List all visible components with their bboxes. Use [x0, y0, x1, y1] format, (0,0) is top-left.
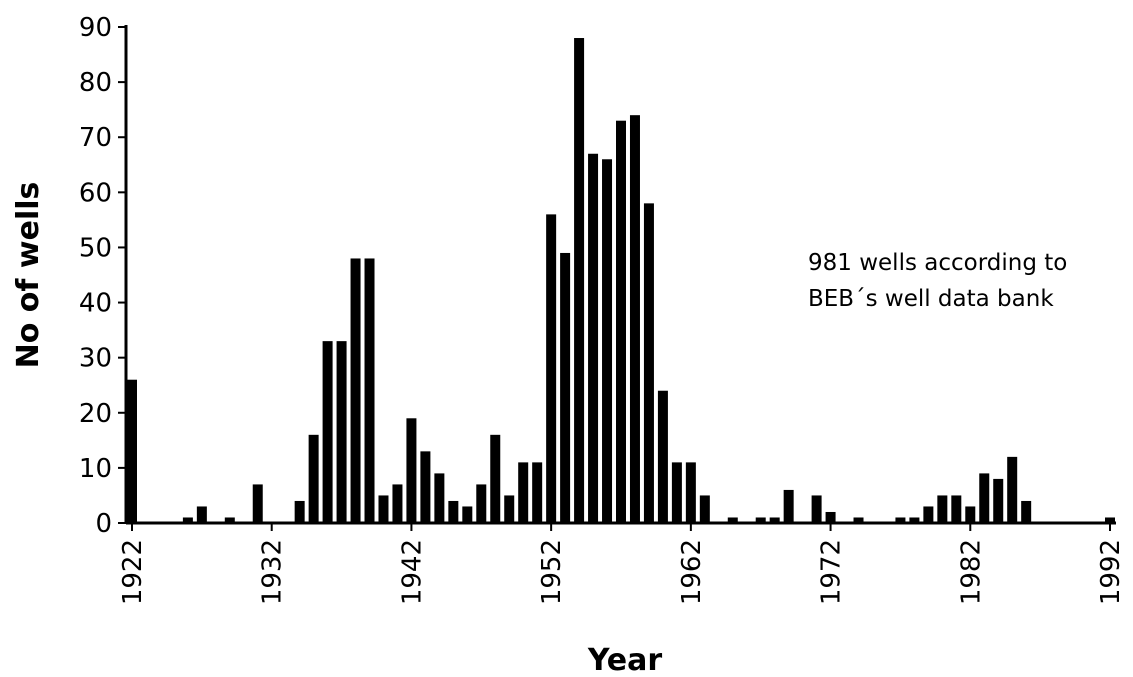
- y-axis-ticks: 0 10 20 30 40 50 60 70 80 90: [79, 13, 126, 539]
- y-tick-label: 40: [79, 289, 112, 319]
- bar-1947: [476, 484, 487, 523]
- bar-1962: [685, 462, 696, 523]
- bar-1941: [392, 484, 403, 523]
- x-tick-label: 1942: [397, 539, 427, 605]
- y-tick-label: 20: [79, 399, 112, 429]
- bar-1951: [532, 462, 543, 523]
- bar-1946: [462, 506, 473, 523]
- bar-1957: [616, 120, 626, 523]
- bar-1981: [951, 495, 962, 523]
- bar-1937: [336, 341, 347, 523]
- bar-1948: [490, 434, 501, 523]
- bar-1992: [1105, 517, 1115, 523]
- y-tick-label: 10: [79, 454, 112, 484]
- bar-1983: [979, 473, 990, 523]
- bar-1934: [294, 500, 305, 523]
- bar-1977: [895, 517, 906, 523]
- bar-1985: [1007, 456, 1018, 523]
- bar-1960: [657, 390, 668, 523]
- y-tick-label: 0: [95, 509, 112, 539]
- x-tick-label: 1922: [118, 539, 148, 605]
- bar-1953: [560, 252, 571, 523]
- annotation-line-2: BEB´s well data bank: [808, 286, 1054, 312]
- bar-1980: [937, 495, 948, 523]
- bar-1935: [308, 434, 319, 523]
- bar-1940: [378, 495, 389, 523]
- bar-1967: [755, 517, 766, 523]
- bar-1927: [196, 506, 207, 523]
- annotation-line-1: 981 wells according to: [808, 250, 1067, 276]
- x-tick-label: 1952: [537, 539, 567, 605]
- x-tick-label: 1972: [817, 539, 847, 605]
- bar-1938: [350, 258, 361, 523]
- bar-1939: [364, 258, 375, 523]
- y-tick-label: 90: [79, 13, 112, 43]
- bar-1972: [825, 511, 836, 523]
- bar-1955: [588, 153, 599, 523]
- bar-1929: [224, 517, 235, 523]
- bar-1965: [727, 517, 738, 523]
- bar-1931: [252, 484, 263, 523]
- bar-1944: [434, 473, 445, 523]
- bar-1984: [993, 478, 1004, 523]
- bar-1954: [574, 38, 585, 524]
- y-axis-title: No of wells: [11, 182, 46, 369]
- bar-1926: [182, 517, 193, 523]
- bar-1969: [783, 489, 794, 523]
- bars: [127, 38, 1115, 524]
- bar-1950: [518, 462, 529, 523]
- x-tick-label: 1932: [258, 539, 288, 605]
- bar-1956: [602, 159, 613, 523]
- bar-1942: [406, 418, 417, 523]
- y-tick-label: 60: [79, 178, 112, 208]
- bar-1949: [504, 495, 515, 523]
- bar-1974: [853, 517, 864, 523]
- y-tick-label: 30: [79, 344, 112, 374]
- bar-1978: [909, 517, 920, 523]
- bar-1968: [769, 517, 780, 523]
- bar-1982: [965, 506, 976, 523]
- x-axis-ticks: 1922 1932 1942 1952 1962 1972 1982 1992: [118, 523, 1126, 605]
- bar-1958: [629, 115, 640, 523]
- bar-1971: [811, 495, 822, 523]
- bar-1936: [322, 341, 333, 523]
- bar-1922: [127, 379, 137, 523]
- bar-1952: [546, 214, 557, 523]
- x-tick-label: 1992: [1096, 539, 1126, 605]
- x-axis-title: Year: [587, 643, 663, 677]
- bar-1943: [420, 451, 431, 523]
- x-tick-label: 1962: [677, 539, 707, 605]
- bar-1961: [671, 462, 682, 523]
- y-tick-label: 80: [79, 68, 112, 98]
- bar-1979: [923, 506, 934, 523]
- bar-1959: [643, 203, 654, 523]
- y-tick-label: 50: [79, 233, 112, 263]
- bar-1945: [448, 500, 459, 523]
- bar-1963: [699, 495, 710, 523]
- x-tick-label: 1982: [956, 539, 986, 605]
- y-tick-label: 70: [79, 123, 112, 153]
- bar-1986: [1021, 500, 1032, 523]
